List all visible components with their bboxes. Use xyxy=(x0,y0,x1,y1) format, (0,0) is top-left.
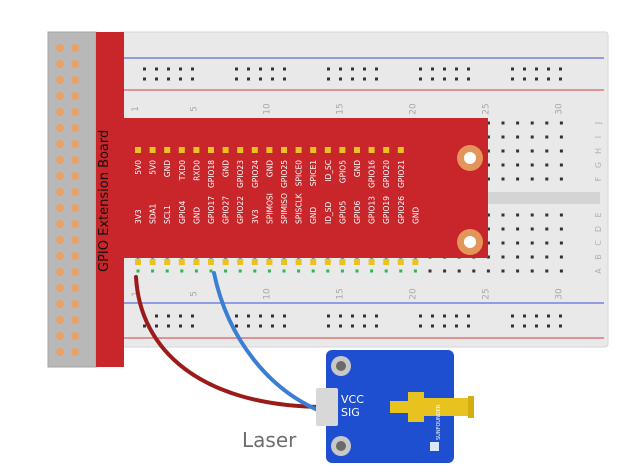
brand-logo-icon xyxy=(430,442,439,451)
header-pin-label: GPIO13 xyxy=(368,196,377,224)
row-letter: J xyxy=(594,122,603,125)
header-pin-label: SPISCLK xyxy=(295,192,304,224)
header-pin-label: 3V3 xyxy=(251,209,260,224)
header-pin-label: GND xyxy=(192,207,201,224)
header-pin-label: 5V0 xyxy=(134,160,143,175)
column-number: 20 xyxy=(408,288,418,300)
header-pin-label: GPIO27 xyxy=(222,196,231,224)
header-pin-label: ID_SD xyxy=(324,202,333,224)
header-pin-label: GPIO22 xyxy=(236,196,245,224)
header-pin-label: GPIO6 xyxy=(353,201,362,224)
row-letter: H xyxy=(594,148,603,154)
header-pin-label: GPIO16 xyxy=(368,160,377,188)
header-pin-label: 3V3 xyxy=(134,209,143,224)
column-number: 10 xyxy=(262,288,272,300)
header-pin-label: SPICE1 xyxy=(309,160,318,186)
column-number: 20 xyxy=(408,103,418,115)
header-pin-label: GND xyxy=(353,160,362,177)
column-number: 25 xyxy=(481,288,491,299)
header-labels-bottom: 3V3 SDA1 SCL1 GPIO4 GND GPIO17 GPIO27 GPIO22 3V3… xyxy=(134,192,420,265)
laser-module: VCC SIG SUNFOUNDER xyxy=(316,350,474,463)
row-letter: I xyxy=(594,136,603,138)
header-pin-label: SPIMOSI xyxy=(265,193,274,224)
column-number: 15 xyxy=(335,288,345,299)
pin-label-vcc: VCC xyxy=(341,393,364,406)
column-number: 15 xyxy=(335,103,345,114)
row-letter: E xyxy=(594,212,603,217)
header-pin-label: 5V0 xyxy=(149,160,158,175)
row-letter: G xyxy=(594,162,603,168)
header-pin-label: ID_SC xyxy=(324,160,333,182)
wire-vcc[interactable] xyxy=(134,275,322,409)
ribbon-connector-pins xyxy=(56,44,79,356)
header-pin-label: SDA1 xyxy=(149,203,158,224)
column-number: 5 xyxy=(189,106,199,112)
header-pin-label: GPIO4 xyxy=(178,201,187,224)
wire-sig[interactable] xyxy=(212,271,322,413)
header-pin-label: GND xyxy=(411,207,420,224)
gpio-extension-board: GPIO Extension Board 5V0 5V0 GND TXD0 RXD0 GP… xyxy=(47,31,488,368)
row-letter: D xyxy=(594,226,603,232)
header-pin-label: GPIO24 xyxy=(251,160,260,188)
row-letter: F xyxy=(594,176,603,181)
row-letter: C xyxy=(594,240,603,246)
header-pin-label: GPIO5 xyxy=(338,160,347,183)
header-pin-label: GND xyxy=(265,160,274,177)
header-pin-label: GPIO21 xyxy=(397,160,406,188)
row-letters: J I H G F E D C B A xyxy=(594,122,603,274)
row-letter: B xyxy=(594,254,603,260)
header-pin-label: SPIMISO xyxy=(280,193,289,224)
column-numbers-top: 1 5 10 15 20 25 30 xyxy=(131,103,564,115)
header-pin-label: GPIO18 xyxy=(207,160,216,188)
pin-label-sig: SIG xyxy=(341,406,360,419)
column-number: 1 xyxy=(131,106,141,112)
header-pin-label: TXD0 xyxy=(178,160,187,181)
header-pin-label: GPIO5 xyxy=(338,201,347,224)
row-letter: A xyxy=(594,268,603,274)
header-pin-label: GPIO23 xyxy=(236,160,245,188)
header-pin-label: GPIO17 xyxy=(207,196,216,224)
header-pin-label: GND xyxy=(222,160,231,177)
board-title: GPIO Extension Board xyxy=(97,130,112,272)
column-number: 5 xyxy=(189,291,199,297)
header-pin-label: RXD0 xyxy=(192,160,201,181)
header-pin-label: GPIO20 xyxy=(382,160,391,188)
header-pin-label: GND xyxy=(309,207,318,224)
header-labels-top: 5V0 5V0 GND TXD0 RXD0 GPIO18 GND GPIO23 GPIO24 GN… xyxy=(134,147,406,188)
column-number: 30 xyxy=(554,103,564,115)
header-pin-label: GPIO26 xyxy=(397,196,406,224)
laser-head xyxy=(390,401,412,413)
module-name-label: Laser xyxy=(242,428,297,452)
header-pin-label: GND xyxy=(163,160,172,177)
header-pin-label: SPICE0 xyxy=(295,160,304,186)
column-number: 30 xyxy=(554,288,564,300)
header-pin-label: GPIO25 xyxy=(280,160,289,188)
header-pin-label: SCL1 xyxy=(163,205,172,224)
column-number: 10 xyxy=(262,103,272,115)
module-connector xyxy=(316,388,338,426)
brand-label: SUNFOUNDER xyxy=(436,404,442,440)
column-number: 25 xyxy=(481,103,491,114)
header-pin-label: GPIO19 xyxy=(382,196,391,224)
